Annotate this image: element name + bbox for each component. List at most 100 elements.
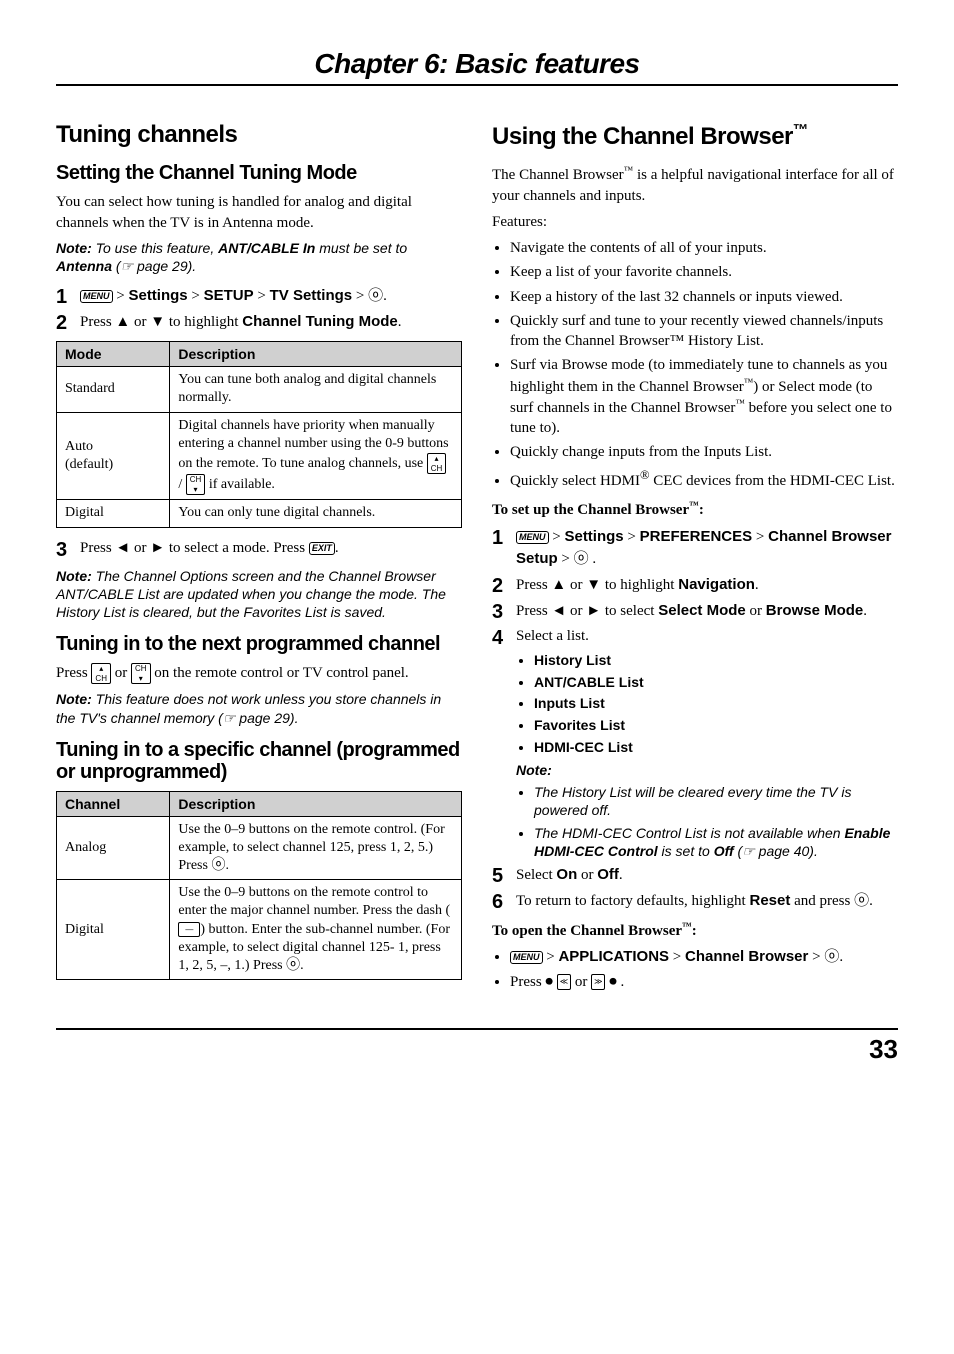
text: / [178, 477, 185, 492]
text: and press [790, 893, 854, 909]
menu-icon: MENU [516, 531, 549, 544]
list-item: History List [534, 651, 898, 671]
list-item: Press ⏺ ≪ or ≫ ⏺ . [510, 972, 898, 992]
step-1: MENU > Settings > SETUP > TV Settings > … [56, 285, 462, 307]
text: CEC devices from the HDMI-CEC List. [649, 473, 894, 489]
chapter-title: Chapter 6: Basic features [56, 48, 898, 86]
setup-steps: MENU > Settings > PREFERENCES > Channel … [492, 526, 898, 912]
td: Standard [57, 367, 170, 412]
down-arrow-icon: ▼ [150, 315, 165, 330]
text: The HDMI-CEC Control List is not availab… [534, 825, 844, 841]
text: or [130, 314, 150, 330]
text: To use this feature, [96, 240, 218, 256]
ok-icon: ⓞ [824, 950, 839, 965]
td: Digital channels have priority when manu… [170, 412, 462, 500]
trademark-icon: ™ [624, 165, 634, 176]
menu-icon: MENU [80, 290, 113, 303]
text: or [566, 603, 586, 619]
text: . [589, 551, 597, 567]
text: Press [56, 665, 91, 681]
text: . [398, 314, 402, 330]
text: . [617, 974, 625, 990]
list-item: Inputs List [534, 694, 898, 714]
text: Press [516, 577, 551, 593]
list-item: Keep a list of your favorite channels. [510, 262, 898, 282]
label: Off [597, 866, 619, 883]
step-1: MENU > Settings > PREFERENCES > Channel … [492, 526, 898, 570]
label: On [556, 866, 577, 883]
mode-table: Mode Description Standard You can tune b… [56, 341, 462, 527]
note: Note: [516, 761, 898, 779]
steps-list: Press ◄ or ► to select a mode. Press EXI… [56, 538, 462, 559]
text: The Channel Browser [492, 167, 624, 183]
text-bold: ANT/CABLE In [218, 240, 315, 256]
list-item: Navigate the contents of all of your inp… [510, 238, 898, 258]
ch-down-icon: CH▾ [186, 474, 206, 495]
step-3: Press ◄ or ► to select a mode. Press EXI… [56, 538, 462, 559]
text: or [111, 665, 131, 681]
hand-icon: ☞ [121, 258, 134, 274]
right-arrow-icon: ► [150, 541, 165, 556]
text: on the remote control or TV control pane… [151, 665, 409, 681]
paragraph: You can select how tuning is handled for… [56, 192, 462, 233]
text: page 29). [133, 258, 196, 274]
text: . [300, 958, 304, 973]
sep: > [669, 949, 685, 965]
open-heading: To open the Channel Browser™: [492, 920, 898, 941]
sep: > [113, 288, 129, 304]
heading-channel-browser: Using the Channel Browser™ [492, 122, 898, 150]
paragraph: Press ▴CH or CH▾ on the remote control o… [56, 663, 462, 684]
sep: > [558, 551, 574, 567]
text: Press [510, 974, 545, 990]
text: page 29). [235, 710, 298, 726]
hand-icon: ☞ [223, 710, 236, 726]
label: Reset [749, 892, 790, 909]
label: Channel Tuning Mode [242, 313, 398, 330]
ok-icon: ⓞ [574, 552, 589, 567]
prev-icon: ≪ [557, 974, 571, 990]
ch-up-icon: ▴CH [91, 663, 111, 684]
exit-icon: EXIT [309, 542, 335, 555]
step-4: Select a list. History List ANT/CABLE Li… [492, 626, 898, 860]
text: To open the Channel Browser [492, 923, 682, 939]
up-arrow-icon: ▲ [115, 315, 130, 330]
note: Note: This feature does not work unless … [56, 690, 462, 726]
steps-list: MENU > Settings > SETUP > TV Settings > … [56, 285, 462, 333]
list-item: Favorites List [534, 716, 898, 736]
menu-icon: MENU [510, 951, 543, 964]
text: . [839, 949, 843, 965]
sep: > [543, 949, 559, 965]
note-label: Note: [56, 691, 92, 707]
text: to select a mode. Press [165, 540, 309, 556]
text: ( [112, 258, 121, 274]
td: Digital [57, 880, 170, 980]
td: Auto(default) [57, 412, 170, 500]
step-6: To return to factory defaults, highlight… [492, 890, 898, 912]
label: Navigation [678, 576, 755, 593]
label: Settings [128, 287, 187, 304]
text: Press [80, 314, 115, 330]
note-label: Note: [516, 762, 552, 778]
td: Digital [57, 500, 170, 527]
text: . [863, 603, 867, 619]
note-item: The History List will be cleared every t… [534, 783, 898, 819]
label: Select Mode [658, 602, 746, 619]
open-list: MENU > APPLICATIONS > Channel Browser > … [492, 947, 898, 992]
sep: > [254, 288, 270, 304]
text: . [225, 858, 229, 873]
list-item: Quickly surf and tune to your recently v… [510, 311, 898, 352]
heading-tune-next: Tuning in to the next programmed channel [56, 633, 462, 655]
text: if available. [205, 477, 275, 492]
ok-icon: ⓞ [854, 894, 869, 909]
text: to select [601, 603, 658, 619]
text-bold: Antenna [56, 258, 112, 274]
text: Quickly select HDMI [510, 473, 640, 489]
sep: > [549, 529, 565, 545]
hand-icon: ☞ [742, 843, 755, 859]
trademark-icon: ™ [744, 377, 754, 388]
label: Settings [564, 528, 623, 545]
label: PREFERENCES [640, 528, 753, 545]
step-2: Press ▲ or ▼ to highlight Channel Tuning… [56, 311, 462, 333]
list-item: Quickly select HDMI® CEC devices from th… [510, 467, 898, 491]
trademark-icon: ™ [793, 122, 808, 139]
